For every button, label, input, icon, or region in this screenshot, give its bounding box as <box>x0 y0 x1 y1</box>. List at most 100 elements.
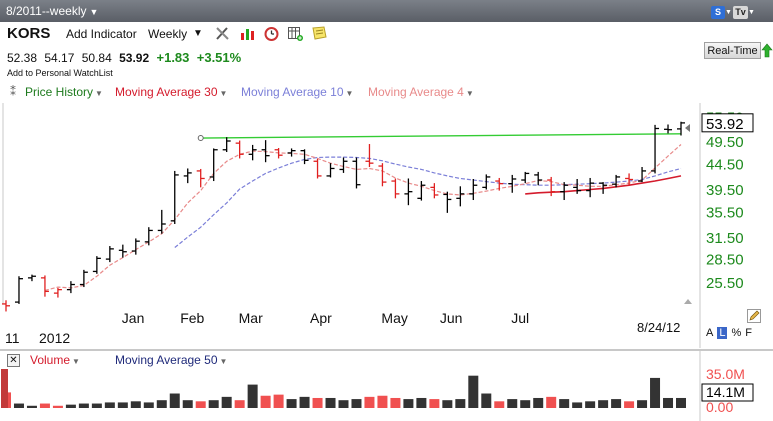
volume-bar <box>481 393 492 408</box>
legend-volume-ma50[interactable]: Moving Average 50 ▼ <box>115 353 228 367</box>
volume-bar <box>598 400 609 408</box>
volume-bar <box>13 403 24 408</box>
volume-bar <box>39 403 50 408</box>
legend-ma10[interactable]: Moving Average 10 ▼ <box>241 85 354 99</box>
ohlc-bar <box>131 238 140 255</box>
quote-low: 50.84 <box>81 51 112 65</box>
volume-bar <box>208 400 219 408</box>
scale-fixed[interactable]: F <box>745 327 752 339</box>
month-label: Jul <box>511 310 529 326</box>
pencil-icon[interactable] <box>747 309 761 323</box>
legend-ma4-label: Moving Average 4 <box>368 85 464 99</box>
ohlc-bar <box>508 174 517 193</box>
month-label: May <box>381 310 407 326</box>
ohlc-bar <box>599 182 608 194</box>
window-title[interactable]: 8/2011--weekly ▼ <box>6 4 98 18</box>
period-select[interactable]: Weekly <box>148 27 188 41</box>
ohlc-bar <box>118 244 127 258</box>
ohlc-bar <box>196 168 205 188</box>
chart-header: KORS Add Indicator Weekly ▼ 52.38 54.17 … <box>0 22 773 84</box>
volume-bar <box>559 399 570 408</box>
legend-ma4[interactable]: Moving Average 4 ▼ <box>368 85 474 99</box>
scale-arithmetic[interactable]: A <box>706 327 714 339</box>
indicator-legend: ⁑ Price History ▼ Moving Average 30 ▼ Movi… <box>0 84 773 101</box>
volume-bar <box>403 399 414 408</box>
scale-toggle: A L% F <box>706 327 756 339</box>
ohlc-bar <box>482 174 491 190</box>
note-icon[interactable] <box>311 25 328 42</box>
volume-bar <box>611 399 622 408</box>
sector-badge[interactable]: S <box>711 6 725 19</box>
month-label: Apr <box>310 310 332 326</box>
ohlc-bar <box>456 186 465 207</box>
volume-bar <box>390 397 401 408</box>
volume-bar <box>299 396 310 408</box>
window-titlebar: 8/2011--weekly ▼ S ▼ Tv ▼ <box>0 0 773 22</box>
volume-bar <box>572 402 583 408</box>
chevron-down-icon: ▼ <box>89 7 99 17</box>
tv-dropdown-icon[interactable]: ▼ <box>748 9 755 16</box>
chevron-down-icon[interactable]: ▼ <box>193 28 203 39</box>
ohlc-bar <box>287 148 296 157</box>
volume-chart[interactable]: 35.0M 14.1M0.00 <box>0 351 773 421</box>
ohlc-bar <box>638 167 647 183</box>
volume-bar <box>377 395 388 408</box>
legend-volume-ma50-label: Moving Average 50 <box>115 353 218 367</box>
volume-bar <box>585 401 596 408</box>
ohlc-bar <box>495 177 504 191</box>
quote-high: 54.17 <box>44 51 75 65</box>
ohlc-bar <box>664 124 673 134</box>
ohlc-bar <box>105 246 114 263</box>
ohlc-bar <box>144 227 153 246</box>
drag-handle-icon[interactable]: ⁑ <box>10 85 16 99</box>
ohlc-bar <box>209 148 218 182</box>
volume-bar <box>546 396 557 408</box>
ohlc-bar <box>547 176 556 197</box>
legend-price-history-label: Price History <box>25 85 94 99</box>
volume-bar <box>663 397 674 408</box>
volume-bar <box>52 405 63 408</box>
volume-bar <box>624 401 635 408</box>
volume-bar <box>286 399 297 408</box>
realtime-button[interactable]: Real-Time <box>704 42 761 59</box>
drawing-tools-icon[interactable] <box>214 25 231 42</box>
legend-ma30[interactable]: Moving Average 30 ▼ <box>115 85 228 99</box>
bar-chart-icon[interactable] <box>239 25 256 42</box>
month-label: Jan <box>122 310 145 326</box>
volume-bar <box>273 394 284 408</box>
tv-badge[interactable]: Tv <box>733 6 748 19</box>
table-add-icon[interactable] <box>287 25 304 42</box>
add-to-watchlist-link[interactable]: Add to Personal WatchList <box>7 68 113 78</box>
volume-bar <box>234 400 245 408</box>
alarm-clock-icon[interactable] <box>263 25 280 42</box>
volume-tick-label: 35.0M <box>706 366 745 382</box>
sector-dropdown-icon[interactable]: ▼ <box>725 9 732 16</box>
price-tick-label: 31.50 <box>706 230 744 247</box>
close-icon[interactable]: ✕ <box>7 354 20 367</box>
ohlc-bar <box>326 163 335 178</box>
arrow-up-icon[interactable] <box>761 42 773 59</box>
quote-open: 52.38 <box>7 51 38 65</box>
price-tick-label: 28.50 <box>706 251 744 268</box>
volume-bar <box>78 403 89 408</box>
current-price-box <box>701 113 754 133</box>
legend-volume[interactable]: Volume ▼ <box>30 353 80 367</box>
panel-divider[interactable] <box>0 349 773 351</box>
volume-bar <box>429 399 440 408</box>
price-tick-label: 35.50 <box>706 205 744 222</box>
scale-log[interactable]: L <box>717 327 728 339</box>
legend-volume-label: Volume <box>30 353 71 367</box>
add-indicator-button[interactable]: Add Indicator <box>66 27 137 41</box>
ohlc-bar <box>261 140 270 163</box>
volume-bar <box>91 403 102 408</box>
ticker-symbol[interactable]: KORS <box>7 25 51 42</box>
price-chart[interactable]: 55.5049.5044.5039.5035.5031.5028.5025.50… <box>0 101 773 349</box>
ohlc-bar <box>625 173 634 186</box>
month-label: Mar <box>239 310 263 326</box>
legend-price-history[interactable]: Price History ▼ <box>25 85 103 99</box>
month-label: Jun <box>440 310 463 326</box>
volume-bar <box>325 397 336 408</box>
scroll-up-icon <box>684 299 692 304</box>
scale-percent[interactable]: % <box>731 327 742 339</box>
volume-bar <box>117 402 128 408</box>
